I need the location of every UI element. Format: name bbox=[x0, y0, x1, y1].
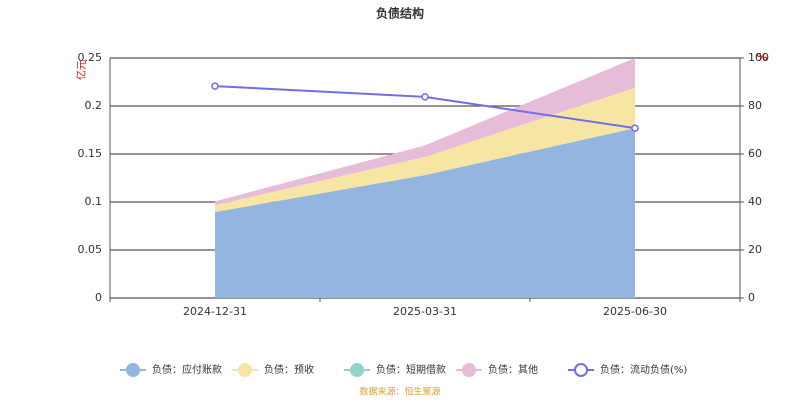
legend-swatch bbox=[238, 363, 252, 377]
y-tick-label: 0 bbox=[95, 291, 102, 304]
y2-tick-label: 80 bbox=[748, 99, 762, 112]
x-tick-label: 2025-06-30 bbox=[603, 305, 667, 318]
area bbox=[215, 87, 635, 212]
y2-tick-label: 40 bbox=[748, 195, 762, 208]
legend-swatch bbox=[574, 363, 588, 377]
legend-label: 负债：流动负债(%) bbox=[600, 363, 687, 376]
area bbox=[215, 128, 635, 298]
y-tick-label: 0.25 bbox=[78, 51, 103, 64]
y-tick-label: 0.05 bbox=[78, 243, 103, 256]
line-point bbox=[421, 93, 429, 101]
y-tick-label: 0.2 bbox=[85, 99, 103, 112]
chart-title: 负债结构 bbox=[376, 6, 424, 21]
y2-tick-label: 60 bbox=[748, 147, 762, 160]
y2-tick-label: 100 bbox=[748, 51, 769, 64]
legend-label: 负债：预收 bbox=[264, 363, 314, 376]
y2-tick-label: 20 bbox=[748, 243, 762, 256]
line-point bbox=[211, 82, 219, 90]
legend-label: 负债：其他 bbox=[488, 363, 538, 376]
legend-swatch bbox=[126, 363, 140, 377]
legend-swatch bbox=[462, 363, 476, 377]
area bbox=[215, 58, 635, 206]
legend-label: 负债：短期借款 bbox=[376, 363, 446, 376]
legend-swatch bbox=[350, 363, 364, 377]
y-tick-label: 0.15 bbox=[78, 147, 103, 160]
legend-label: 负债：应付账款 bbox=[152, 363, 222, 376]
line-point bbox=[631, 124, 639, 132]
x-tick-label: 2025-03-31 bbox=[393, 305, 457, 318]
y-axis-label: 亿元 bbox=[75, 60, 88, 80]
source-note: 数据来源：恒生聚源 bbox=[359, 386, 440, 398]
y2-axis-label: % bbox=[756, 51, 767, 64]
y2-tick-label: 0 bbox=[748, 291, 755, 304]
y-tick-label: 0.1 bbox=[85, 195, 103, 208]
x-tick-label: 2024-12-31 bbox=[183, 305, 247, 318]
